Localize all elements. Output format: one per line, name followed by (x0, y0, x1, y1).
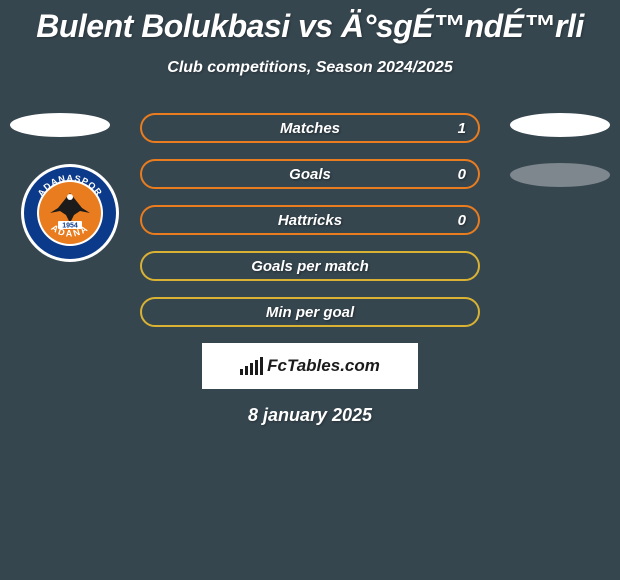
content-area: ADANASPOR ADANA 1954 Matches1Goals0Hattr… (0, 113, 620, 426)
page-title: Bulent Bolukbasi vs Ä°sgÉ™ndÉ™rli (0, 0, 620, 45)
photo-placeholder-oval (10, 113, 110, 137)
stat-row: Hattricks 0 (140, 205, 480, 235)
subtitle: Club competitions, Season 2024/2025 (0, 59, 620, 77)
brand-bar (245, 366, 248, 375)
stats-list: Matches 1 Goals 0 Hattricks 0 Goals per match M… (140, 113, 480, 327)
brand-bar (250, 363, 253, 375)
right-photo-placeholders (510, 113, 610, 213)
stat-value: 1 (458, 120, 466, 137)
club-badge: ADANASPOR ADANA 1954 (20, 163, 120, 263)
brand-bar (260, 357, 263, 375)
stat-value: 0 (458, 166, 466, 183)
brand-bar (255, 360, 258, 375)
photo-placeholder-oval (510, 163, 610, 187)
stat-value: 0 (458, 212, 466, 229)
stat-label: Min per goal (266, 304, 354, 321)
brand-logo-box: FcTables.com (202, 343, 418, 389)
brand-bars-icon (240, 357, 263, 375)
stat-label: Matches (280, 120, 340, 137)
stat-row: Matches 1 (140, 113, 480, 143)
stat-row: Goals 0 (140, 159, 480, 189)
brand-bar (240, 369, 243, 375)
stat-label: Goals per match (251, 258, 369, 275)
date-label: 8 january 2025 (0, 405, 620, 426)
stat-row: Goals per match (140, 251, 480, 281)
stat-row: Min per goal (140, 297, 480, 327)
badge-year: 1954 (62, 223, 78, 230)
stat-label: Goals (289, 166, 331, 183)
stat-label: Hattricks (278, 212, 342, 229)
photo-placeholder-oval (510, 113, 610, 137)
left-photo-placeholders (10, 113, 110, 163)
brand-text: FcTables.com (267, 356, 380, 376)
